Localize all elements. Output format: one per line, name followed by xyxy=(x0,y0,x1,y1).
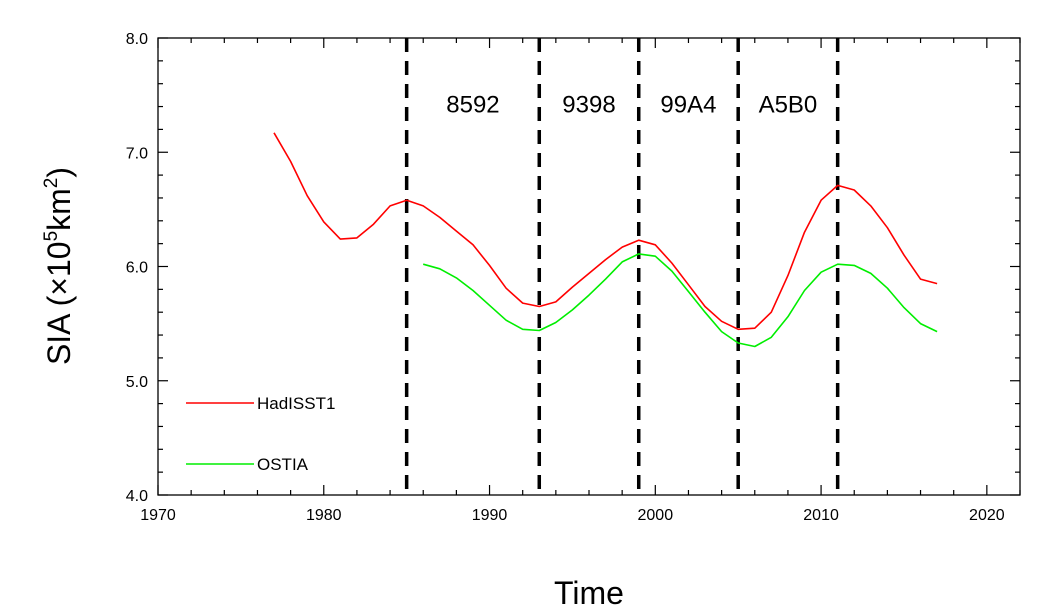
x-tick-label-1990: 1990 xyxy=(472,507,508,524)
legend-label-hadisst1: HadISST1 xyxy=(257,394,335,413)
x-tick-label-1970: 1970 xyxy=(140,507,176,524)
period-label-9398: 9398 xyxy=(562,91,615,118)
x-tick-label-2020: 2020 xyxy=(969,507,1005,524)
y-tick-label-4-0: 4.0 xyxy=(126,488,148,505)
series-line-hadisst1 xyxy=(273,132,938,331)
x-tick-label-2010: 2010 xyxy=(803,507,839,524)
y-tick-label-5-0: 5.0 xyxy=(126,374,148,391)
x-tick-label-1980: 1980 xyxy=(306,507,342,524)
y-axis-title: SIA (×105km2) xyxy=(41,167,77,365)
legend: HadISST1 OSTIA xyxy=(186,394,335,474)
x-tick-label-2000: 2000 xyxy=(638,507,674,524)
legend-label-ostia: OSTIA xyxy=(257,455,309,474)
period-label-99a4: 99A4 xyxy=(660,91,716,118)
series-lines xyxy=(273,132,938,348)
x-axis-title: Time xyxy=(554,575,624,611)
series-line-ostia xyxy=(422,253,938,348)
y-tick-label-8-0: 8.0 xyxy=(126,31,148,48)
y-axis-ticks: 4.0 5.0 6.0 7.0 8.0 xyxy=(126,31,1020,505)
period-divider-lines xyxy=(404,38,840,495)
period-label-8592: 8592 xyxy=(446,91,499,118)
x-axis-ticks: 1970 1980 1990 2000 2010 2020 xyxy=(140,38,1021,524)
y-tick-label-6-0: 6.0 xyxy=(126,260,148,277)
period-labels: 8592 9398 99A4 A5B0 xyxy=(443,88,820,121)
period-label-a5b0: A5B0 xyxy=(759,91,818,118)
y-tick-label-7-0: 7.0 xyxy=(126,145,148,162)
